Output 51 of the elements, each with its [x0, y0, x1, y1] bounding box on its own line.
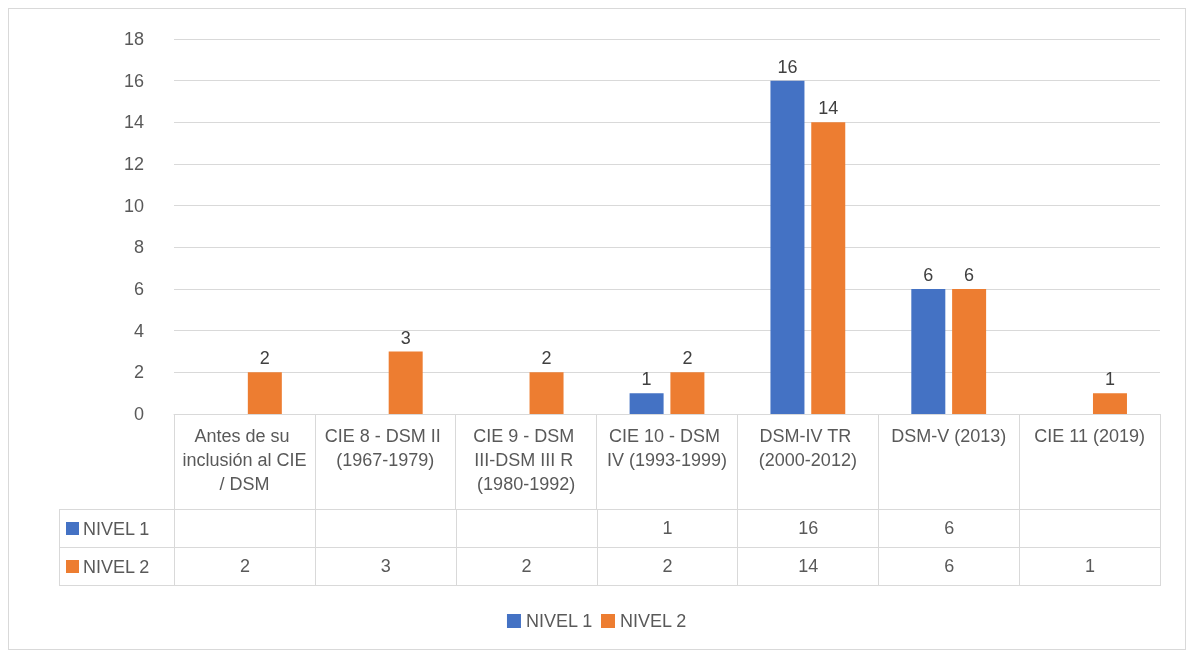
y-tick-label: 4: [133, 320, 144, 341]
bar: [629, 393, 664, 414]
text: 2: [682, 348, 693, 369]
text: 3: [400, 327, 411, 348]
x-tick-label: DSM-V (2013): [891, 426, 1007, 446]
y-tick-label: 8: [133, 237, 144, 258]
legend-label: NIVEL 2: [83, 556, 150, 577]
data-label: 6: [878, 547, 1020, 586]
text: 1: [641, 369, 652, 390]
bar: [811, 122, 846, 414]
data-label: 3: [315, 547, 457, 586]
y-tick-label: 16: [123, 70, 144, 91]
bar: [247, 372, 282, 414]
text: NIVEL 1: [83, 518, 150, 539]
y-tick-label: 12: [123, 154, 144, 174]
y-tick-label: 6: [133, 279, 144, 299]
x-tick-label: Antes de su inclusión al CIE/ DSM: [182, 426, 307, 494]
x-tick-label: CIE 11 (2019): [1034, 426, 1145, 446]
y-tick-label: 14: [123, 112, 144, 133]
x-tick-label: CIE 8 - DSM II (1967-1979): [324, 426, 446, 470]
data-label: 1: [597, 509, 738, 548]
x-tick-label: CIE 10 - DSM IV (1993-1999): [606, 426, 728, 470]
bar: [1092, 393, 1127, 414]
text: NIVEL 2: [620, 611, 687, 631]
y-tick-label: 18: [123, 29, 144, 49]
data-label: 1: [1019, 547, 1161, 586]
text: 2: [541, 348, 552, 369]
data-label: 2: [456, 547, 598, 586]
legend-label: NIVEL 1: [525, 611, 593, 631]
data-label: 6: [878, 509, 1020, 548]
bar: [952, 289, 987, 414]
y-tick-label: 2: [133, 362, 144, 383]
text: 14: [818, 98, 839, 119]
bar: [670, 372, 705, 414]
text: 6: [923, 265, 934, 285]
text: 1: [1104, 369, 1115, 390]
y-tick-label: 0: [133, 404, 144, 424]
data-label: 14: [737, 547, 879, 586]
x-tick-label: CIE 9 - DSM III-DSM III R (1980-1992): [473, 426, 580, 494]
data-label: 16: [737, 509, 879, 548]
y-tick-label: 10: [123, 195, 144, 216]
bar: [529, 372, 564, 414]
text: 2: [259, 348, 270, 369]
x-tick-label: DSM-IV TR (2000-2012): [758, 426, 857, 470]
bar: [911, 289, 946, 414]
data-label: 2: [597, 547, 738, 586]
bar: [770, 80, 805, 414]
text: 6: [964, 265, 975, 285]
data-label: 2: [174, 547, 316, 586]
text: 16: [777, 56, 798, 77]
bar: [388, 351, 423, 414]
